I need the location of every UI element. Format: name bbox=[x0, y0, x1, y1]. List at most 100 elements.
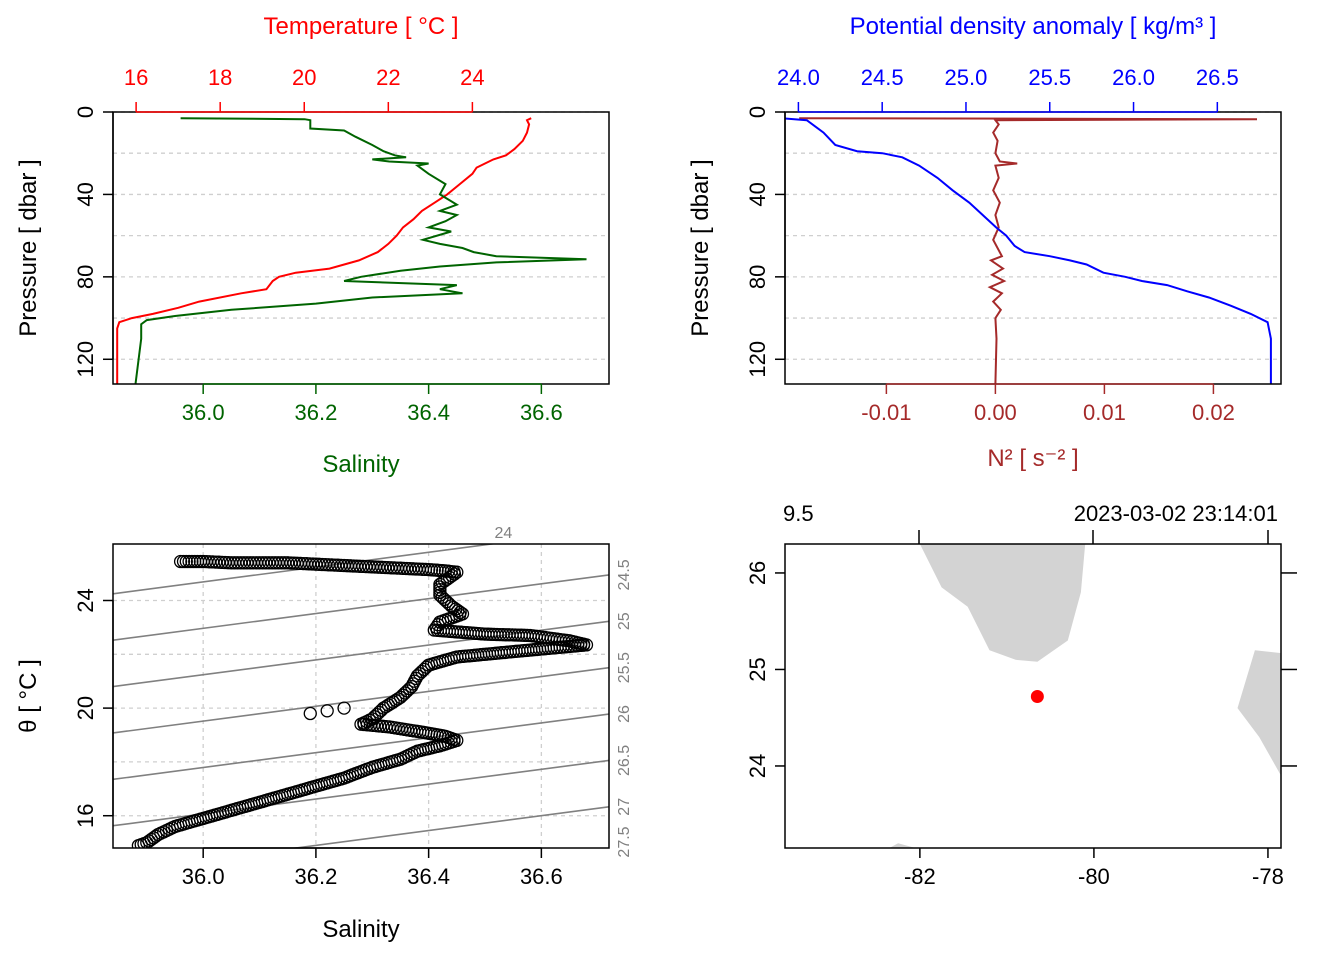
n2-tick-label: 0.00 bbox=[974, 400, 1017, 425]
ts-salinity-axis-title: Salinity bbox=[322, 916, 399, 943]
ts-point bbox=[396, 688, 410, 702]
salinity-line bbox=[134, 117, 587, 384]
latitude-tick-label: 26 bbox=[745, 561, 770, 585]
map-depth-text: 9.5 bbox=[783, 501, 814, 526]
density-tick-label: 24.5 bbox=[861, 65, 904, 90]
isopycnal-label: 25 bbox=[616, 612, 633, 630]
temperature-tick-label: 24 bbox=[460, 65, 484, 90]
ts-point bbox=[303, 706, 317, 721]
isopycnal-label: 25.5 bbox=[616, 652, 633, 683]
theta-tick-label: 24 bbox=[73, 588, 98, 612]
pressure-tick-label: 40 bbox=[73, 182, 98, 206]
isopycnal-line bbox=[290, 806, 609, 848]
ts-salinity-tick-label: 36.6 bbox=[520, 864, 563, 889]
temperature-tick-label: 16 bbox=[124, 65, 148, 90]
profile-ts-plot-area bbox=[116, 117, 587, 384]
panel-ts-diagram: 36.0 36.2 36.4 36.6 16 20 24 24 24.5 25 25.5 26 26.… bbox=[15, 525, 633, 943]
pressure-tick-label: 80 bbox=[73, 265, 98, 289]
map-plot-area bbox=[889, 544, 1281, 848]
ts-point bbox=[320, 704, 334, 718]
ts-diagram-plot-area bbox=[113, 544, 609, 848]
density-tick-label: 25.0 bbox=[945, 65, 988, 90]
pressure-tick-label: 120 bbox=[745, 341, 770, 378]
pressure-tick-label: 0 bbox=[73, 106, 98, 118]
pressure-axis-title-left: Pressure [ dbar ] bbox=[15, 159, 42, 336]
panel-density-profile: 24.0 24.5 25.0 25.5 26.0 26.5 -0.01 0.00 0.01 0.0… bbox=[687, 13, 1282, 472]
ts-salinity-tick-label: 36.2 bbox=[294, 864, 337, 889]
density-tick-label: 26.5 bbox=[1196, 65, 1239, 90]
density-line bbox=[785, 117, 1272, 384]
temperature-axis-title: Temperature [ °C ] bbox=[264, 13, 459, 40]
n2-tick-label: 0.01 bbox=[1083, 400, 1126, 425]
ts-diagram-axes: 36.0 36.2 36.4 36.6 16 20 24 bbox=[73, 588, 563, 889]
ts-point bbox=[137, 836, 151, 848]
n2-tick-label: -0.01 bbox=[861, 400, 911, 425]
isopycnal-label: 27 bbox=[616, 798, 633, 816]
latitude-tick-label: 25 bbox=[745, 657, 770, 681]
temperature-line bbox=[116, 117, 532, 384]
ts-point bbox=[131, 838, 146, 848]
density-tick-label: 24.0 bbox=[777, 65, 820, 90]
latitude-tick-label: 24 bbox=[745, 754, 770, 778]
pressure-tick-label: 0 bbox=[745, 106, 770, 118]
density-tick-label: 26.0 bbox=[1112, 65, 1155, 90]
ts-salinity-tick-label: 36.4 bbox=[407, 864, 450, 889]
land-polygon bbox=[889, 843, 916, 848]
isopycnal-label: 26 bbox=[616, 705, 633, 723]
temperature-tick-label: 18 bbox=[208, 65, 232, 90]
pressure-tick-label: 40 bbox=[745, 182, 770, 206]
n2-tick-label: 0.02 bbox=[1192, 400, 1235, 425]
profile-density-grid bbox=[785, 111, 1281, 360]
n2-axis-title: N² [ s⁻² ] bbox=[987, 445, 1078, 472]
profile-density-plot-area bbox=[785, 117, 1272, 384]
profile-ts-grid bbox=[113, 111, 609, 360]
salinity-tick-label: 36.0 bbox=[182, 400, 225, 425]
isopycnal-label: 24.5 bbox=[616, 559, 633, 590]
theta-axis-title: θ [ °C ] bbox=[15, 659, 42, 733]
land-polygon bbox=[919, 544, 1086, 662]
ts-point bbox=[146, 831, 161, 845]
pressure-tick-label: 120 bbox=[73, 341, 98, 378]
map-time-text: 2023-03-02 23:14:01 bbox=[1074, 501, 1278, 526]
temperature-tick-label: 20 bbox=[292, 65, 316, 90]
ts-point bbox=[134, 837, 148, 848]
ts-point bbox=[149, 829, 163, 843]
map-frame bbox=[784, 543, 1282, 849]
map-axes: -82 -80 -78 24 25 26 bbox=[745, 561, 1297, 889]
station-marker bbox=[1030, 689, 1044, 703]
land-polygon bbox=[1237, 650, 1281, 776]
longitude-tick-label: -80 bbox=[1078, 864, 1110, 889]
longitude-tick-label: -82 bbox=[904, 864, 936, 889]
ts-point bbox=[337, 701, 351, 715]
ts-points bbox=[131, 554, 594, 848]
panel-station-map: -82 -80 -78 24 25 26 9.5 2023-03-02 23:14:01 bbox=[745, 501, 1297, 889]
temperature-tick-label: 22 bbox=[376, 65, 400, 90]
pressure-tick-label: 80 bbox=[745, 265, 770, 289]
ts-salinity-tick-label: 36.0 bbox=[182, 864, 225, 889]
pressure-axis-title-right: Pressure [ dbar ] bbox=[687, 159, 714, 336]
density-tick-label: 25.5 bbox=[1028, 65, 1071, 90]
density-axis-title: Potential density anomaly [ kg/m³ ] bbox=[850, 13, 1217, 40]
isopycnal-line bbox=[113, 713, 609, 781]
ts-point bbox=[140, 835, 154, 848]
panel-ts-profile: 16 18 20 22 24 36.0 36.2 36.4 36.6 0 40 80 120 Tempe… bbox=[15, 13, 610, 478]
salinity-tick-label: 36.2 bbox=[294, 400, 337, 425]
ts-diagram-grid bbox=[113, 544, 609, 848]
salinity-tick-label: 36.4 bbox=[407, 400, 450, 425]
isopycnal-labels: 24 24.5 25 25.5 26 26.5 27 27.5 bbox=[494, 525, 633, 858]
isopycnal-line bbox=[113, 574, 609, 641]
ts-point bbox=[151, 827, 165, 842]
theta-tick-label: 16 bbox=[73, 803, 98, 827]
theta-tick-label: 20 bbox=[73, 696, 98, 720]
isopycnal-line bbox=[113, 666, 609, 734]
isopycnal-label: 24 bbox=[494, 525, 512, 542]
profile-density-axes: 24.0 24.5 25.0 25.5 26.0 26.5 -0.01 0.00 0.01 0.0… bbox=[745, 65, 1239, 425]
land-polygons bbox=[889, 544, 1281, 848]
ts-diagram-frame bbox=[112, 543, 610, 849]
n2-line bbox=[799, 117, 1258, 384]
profile-ts-axes: 16 18 20 22 24 36.0 36.2 36.4 36.6 0 40 80 120 bbox=[73, 65, 563, 425]
isopycnal-label: 26.5 bbox=[616, 745, 633, 776]
salinity-axis-title: Salinity bbox=[322, 451, 399, 478]
salinity-tick-label: 36.6 bbox=[520, 400, 563, 425]
